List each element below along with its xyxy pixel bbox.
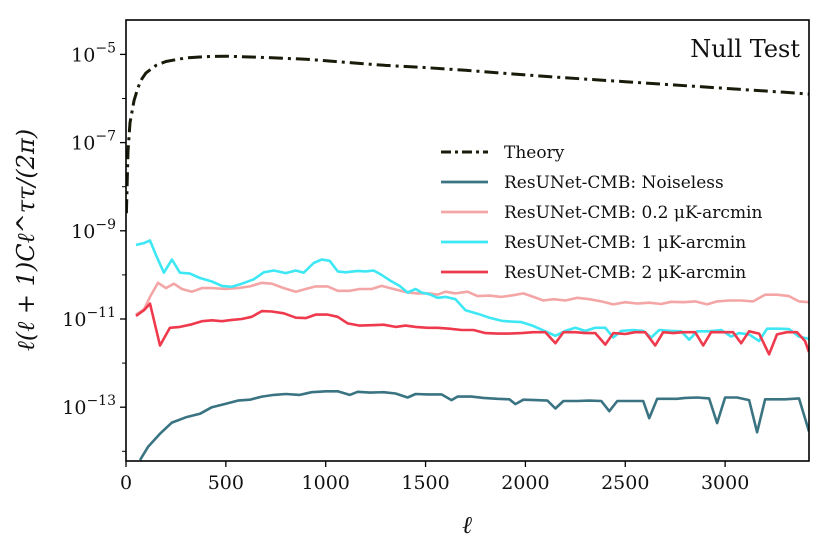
y-tick-label: 10−9 [71,217,116,243]
y-tick-label: 10−11 [62,305,116,331]
legend-entry-1: ResUNet-CMB: Noiseless [504,173,724,193]
series-line-0 [126,54,809,214]
legend-entry-0: Theory [504,143,565,163]
legend-entry-4: ResUNet-CMB: 2 μK-arcmin [504,263,746,283]
x-tick-label: 1500 [401,472,449,494]
x-tick-label: 2000 [501,472,549,494]
plot-frame [125,19,810,462]
x-axis: 0 500 1000 1500 2000 2500 3000 [120,461,749,494]
legend-entry-3: ResUNet-CMB: 1 μK-arcmin [504,233,746,253]
null-test-annotation: Null Test [690,35,800,63]
y-axis-label: ℓ(ℓ + 1)Cℓ^ττ/(2π) [12,129,40,351]
series-line-4 [135,302,809,356]
x-tick-label: 2500 [601,472,649,494]
x-tick-label: 1000 [302,472,350,494]
series-line-1 [138,390,809,461]
x-tick-label: 3000 [701,472,749,494]
series-line-2 [135,281,809,316]
x-axis-label: ℓ [462,511,472,539]
series-layer [126,54,809,461]
series-line-3 [135,239,809,343]
y-tick-label: 10−5 [71,40,116,66]
x-tick-label: 0 [120,472,132,494]
x-tick-label: 500 [208,472,244,494]
y-tick-label: 10−7 [71,129,116,155]
legend: Theory ResUNet-CMB: Noiseless ResUNet-CMB:… [441,143,762,283]
legend-entry-2: ResUNet-CMB: 0.2 μK-arcmin [504,203,762,223]
y-axis: 10−13 10−11 10−9 10−7 10−5 [62,40,126,452]
y-tick-label: 10−13 [62,393,116,419]
